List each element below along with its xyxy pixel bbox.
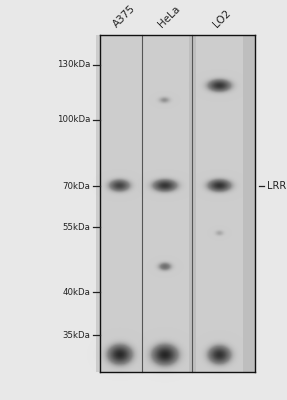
Text: 130kDa: 130kDa [57,60,91,69]
Bar [141,35,189,372]
Text: 55kDa: 55kDa [63,223,91,232]
Bar [100,35,255,372]
Bar [96,35,144,372]
Text: 40kDa: 40kDa [63,288,91,297]
Bar [195,35,243,372]
Text: LO2: LO2 [211,8,232,30]
Text: 35kDa: 35kDa [63,331,91,340]
Text: 100kDa: 100kDa [57,115,91,124]
Text: HeLa: HeLa [156,4,182,30]
Text: LRRFIP1: LRRFIP1 [267,181,287,191]
Text: A375: A375 [111,3,137,30]
Text: 70kDa: 70kDa [63,182,91,191]
